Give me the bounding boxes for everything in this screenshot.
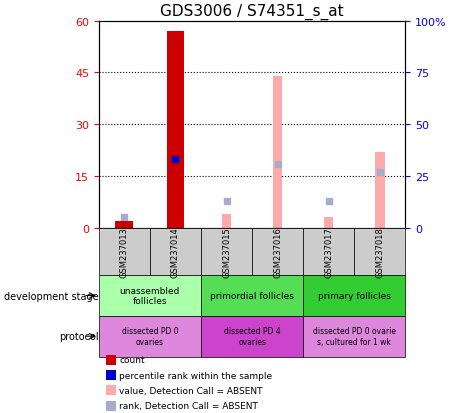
Text: GSM237018: GSM237018 — [375, 226, 384, 277]
Text: percentile rank within the sample: percentile rank within the sample — [119, 371, 272, 380]
Bar — [106, 385, 115, 396]
Bar — [120, 221, 129, 228]
Text: dissected PD 4
ovaries: dissected PD 4 ovaries — [224, 327, 281, 346]
Text: primordial follicles: primordial follicles — [210, 291, 294, 300]
FancyBboxPatch shape — [201, 228, 252, 275]
FancyBboxPatch shape — [99, 275, 201, 316]
Bar — [273, 77, 282, 228]
Text: dissected PD 0 ovarie
s, cultured for 1 wk: dissected PD 0 ovarie s, cultured for 1 … — [313, 327, 396, 346]
FancyBboxPatch shape — [99, 228, 150, 275]
Bar — [222, 214, 231, 228]
FancyBboxPatch shape — [303, 316, 405, 357]
Bar — [166, 32, 184, 228]
FancyBboxPatch shape — [99, 316, 201, 357]
Text: GSM237013: GSM237013 — [120, 226, 129, 277]
Text: GSM237015: GSM237015 — [222, 227, 231, 277]
Text: GSM237017: GSM237017 — [324, 226, 333, 277]
Bar — [324, 218, 333, 228]
FancyBboxPatch shape — [252, 228, 303, 275]
Text: dissected PD 0
ovaries: dissected PD 0 ovaries — [122, 327, 178, 346]
FancyBboxPatch shape — [303, 275, 405, 316]
Text: unassembled
follicles: unassembled follicles — [120, 286, 180, 306]
Bar — [106, 370, 115, 380]
Text: rank, Detection Call = ABSENT: rank, Detection Call = ABSENT — [119, 401, 258, 410]
FancyBboxPatch shape — [150, 228, 201, 275]
Text: GSM237016: GSM237016 — [273, 226, 282, 277]
FancyBboxPatch shape — [201, 316, 303, 357]
Text: value, Detection Call = ABSENT: value, Detection Call = ABSENT — [119, 386, 263, 395]
Text: protocol: protocol — [59, 331, 99, 342]
Title: GDS3006 / S74351_s_at: GDS3006 / S74351_s_at — [160, 4, 344, 20]
Text: GSM237014: GSM237014 — [171, 227, 180, 277]
Text: primary follicles: primary follicles — [318, 291, 391, 300]
Bar — [106, 401, 115, 411]
FancyBboxPatch shape — [201, 275, 303, 316]
Bar — [106, 355, 115, 365]
Bar — [375, 152, 385, 228]
FancyBboxPatch shape — [354, 228, 405, 275]
FancyBboxPatch shape — [303, 228, 354, 275]
Text: count: count — [119, 356, 145, 365]
Text: development stage: development stage — [4, 291, 99, 301]
Bar — [115, 221, 133, 228]
